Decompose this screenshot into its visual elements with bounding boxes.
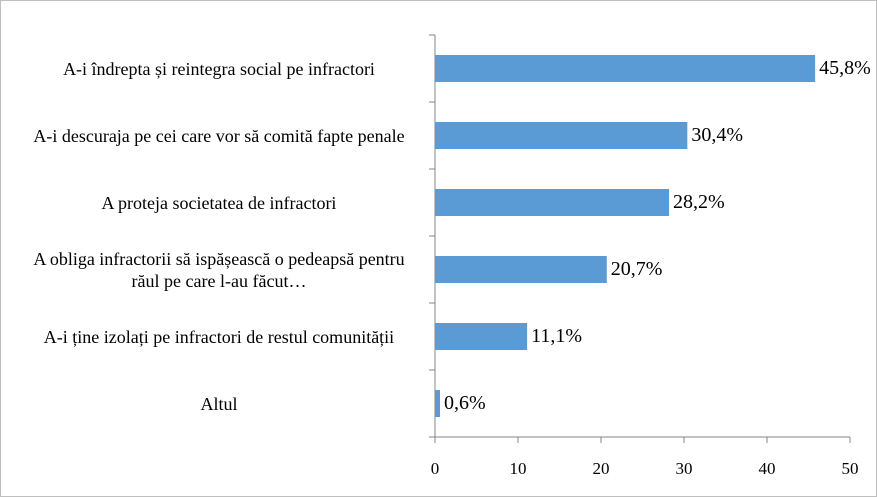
x-tick-label: 0 xyxy=(431,459,440,478)
value-label: 11,1% xyxy=(531,325,582,347)
value-label: 0,6% xyxy=(444,392,486,414)
category-label: A obliga infractorii să ispășească o ped… xyxy=(33,248,405,291)
bar xyxy=(435,189,670,216)
category-label: A proteja societatea de infractori xyxy=(101,192,337,213)
bar xyxy=(435,122,688,149)
bar xyxy=(435,323,528,350)
value-label: 28,2% xyxy=(673,191,725,213)
x-tick-label: 20 xyxy=(593,459,610,478)
value-label: 20,7% xyxy=(611,258,663,280)
x-tick-label: 30 xyxy=(676,459,693,478)
bar xyxy=(435,256,607,283)
x-tick-label: 50 xyxy=(842,459,859,478)
x-tick-label: 10 xyxy=(510,459,527,478)
category-label: Altul xyxy=(200,393,238,414)
category-label: A-i ține izolați pe infractori de restul… xyxy=(43,326,395,347)
value-label: 45,8% xyxy=(819,57,871,79)
bar xyxy=(435,390,440,417)
category-label: A-i îndrepta și reintegra social pe infr… xyxy=(63,58,375,79)
category-label: A-i descuraja pe cei care vor să comită … xyxy=(33,125,405,146)
x-tick-label: 40 xyxy=(759,459,776,478)
value-label: 30,4% xyxy=(691,124,743,146)
bar xyxy=(435,55,816,82)
